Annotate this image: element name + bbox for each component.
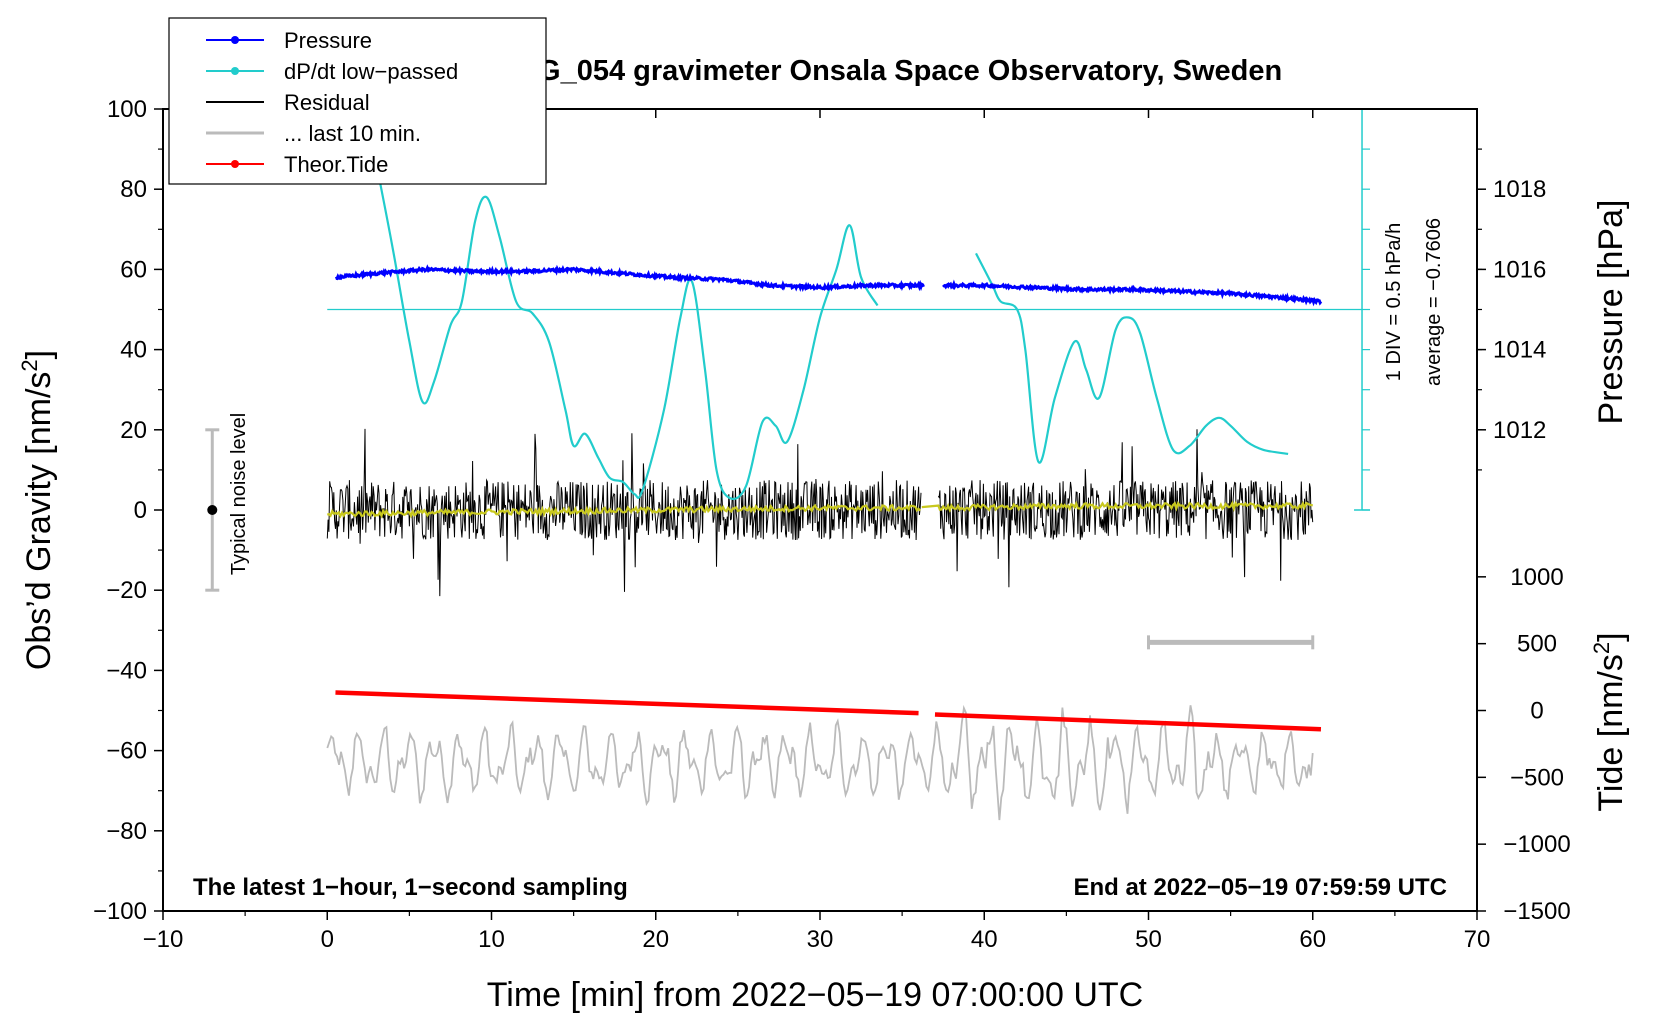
y-axis-title-tide-sup: 2 xyxy=(1589,642,1614,654)
noise-bar-center xyxy=(207,505,218,515)
y-tick-label: 60 xyxy=(120,256,147,283)
data-layer xyxy=(205,109,1371,821)
x-tick-label: 50 xyxy=(1135,926,1162,953)
tide-tick-label: 500 xyxy=(1517,631,1557,658)
y-axis-title-left: Obs’d Gravity [nm/s2] xyxy=(17,350,58,670)
legend-marker xyxy=(231,67,239,75)
series-pressure-a xyxy=(334,264,925,293)
pressure-tick-label: 1016 xyxy=(1493,256,1546,283)
x-tick-label: 40 xyxy=(971,926,998,953)
y-tick-label: 0 xyxy=(134,497,147,524)
x-tick-label: 20 xyxy=(642,926,669,953)
series-residual-smoothed-b xyxy=(921,500,1313,514)
tide-tick-label: 1000 xyxy=(1510,564,1563,591)
x-tick-label: −10 xyxy=(143,926,184,953)
series-residual-0 xyxy=(326,428,922,597)
legend-label: dP/dt low−passed xyxy=(284,59,458,84)
footnote-right: End at 2022−05−19 07:59:59 UTC xyxy=(1073,874,1447,901)
chart-title: SCG_054 gravimeter Onsala Space Observat… xyxy=(498,55,1282,87)
legend-label: ... last 10 min. xyxy=(284,121,421,146)
legend-label: Residual xyxy=(284,90,370,115)
series-tide-a xyxy=(335,690,919,716)
y-tick-label: −80 xyxy=(106,818,147,845)
y-tick-label: −20 xyxy=(106,577,147,604)
pressure-tick-label: 1014 xyxy=(1493,337,1546,364)
y-axis-title-left-sup: 2 xyxy=(17,359,42,371)
series-residual-smoothed-a xyxy=(326,503,921,519)
tide-tick-label: −500 xyxy=(1510,764,1564,791)
series-last-10-min xyxy=(326,704,1314,821)
y-tick-label: 40 xyxy=(120,337,147,364)
tide-tick-label: 0 xyxy=(1530,698,1543,725)
series-residual-1 xyxy=(937,429,1314,588)
series-dpdt-b xyxy=(975,252,1289,464)
y-tick-label: −100 xyxy=(93,898,147,925)
noise-level-label: Typical noise level xyxy=(228,413,250,575)
y-tick-label: 20 xyxy=(120,417,147,444)
x-tick-label: 0 xyxy=(321,926,334,953)
x-tick-label: 70 xyxy=(1464,926,1491,953)
series-pressure-b xyxy=(942,279,1323,307)
y-axis-title-tide-end: ] xyxy=(1592,632,1630,641)
tide-tick-label: −1000 xyxy=(1503,831,1570,858)
y-axis-title-tide-main: Tide [nm/s xyxy=(1592,654,1630,811)
y-tick-label: 100 xyxy=(107,96,147,123)
y-axis-title-tide: Tide [nm/s2] xyxy=(1589,632,1630,811)
legend-marker xyxy=(231,160,239,168)
axes-layer: −10 0 10 20 30 40 50 60 70100806040200−20−40−60−… xyxy=(93,96,1571,953)
y-axis-title-left-main: Obs’d Gravity [nm/s xyxy=(20,372,58,671)
y-axis-title-pressure: Pressure [hPa] xyxy=(1592,200,1630,425)
pressure-tick-label: 1018 xyxy=(1493,176,1546,203)
series-dpdt-a xyxy=(378,180,879,501)
series-tide-b xyxy=(934,712,1322,732)
x-tick-label: 30 xyxy=(807,926,834,953)
x-axis-title: Time [min] from 2022−05−19 07:00:00 UTC xyxy=(487,976,1143,1014)
x-tick-label: 10 xyxy=(478,926,505,953)
tide-tick-label: −1500 xyxy=(1503,898,1570,925)
legend: Pressure dP/dt low−passed Residual ... last… xyxy=(168,17,547,185)
ddt-average-annotation: average = −0.7606 xyxy=(1423,218,1445,386)
pressure-tick-label: 1012 xyxy=(1493,417,1546,444)
legend-marker xyxy=(231,36,239,44)
legend-label: Pressure xyxy=(284,28,372,53)
footnote-left: The latest 1−hour, 1−second sampling xyxy=(193,874,628,901)
y-tick-label: 80 xyxy=(120,176,147,203)
y-tick-label: −60 xyxy=(106,738,147,765)
y-axis-title-left-end: ] xyxy=(20,350,58,359)
y-tick-label: −40 xyxy=(106,657,147,684)
x-tick-label: 60 xyxy=(1299,926,1326,953)
legend-label: Theor.Tide xyxy=(284,152,388,177)
ddt-scale-annotation: 1 DIV = 0.5 hPa/h xyxy=(1383,223,1405,381)
